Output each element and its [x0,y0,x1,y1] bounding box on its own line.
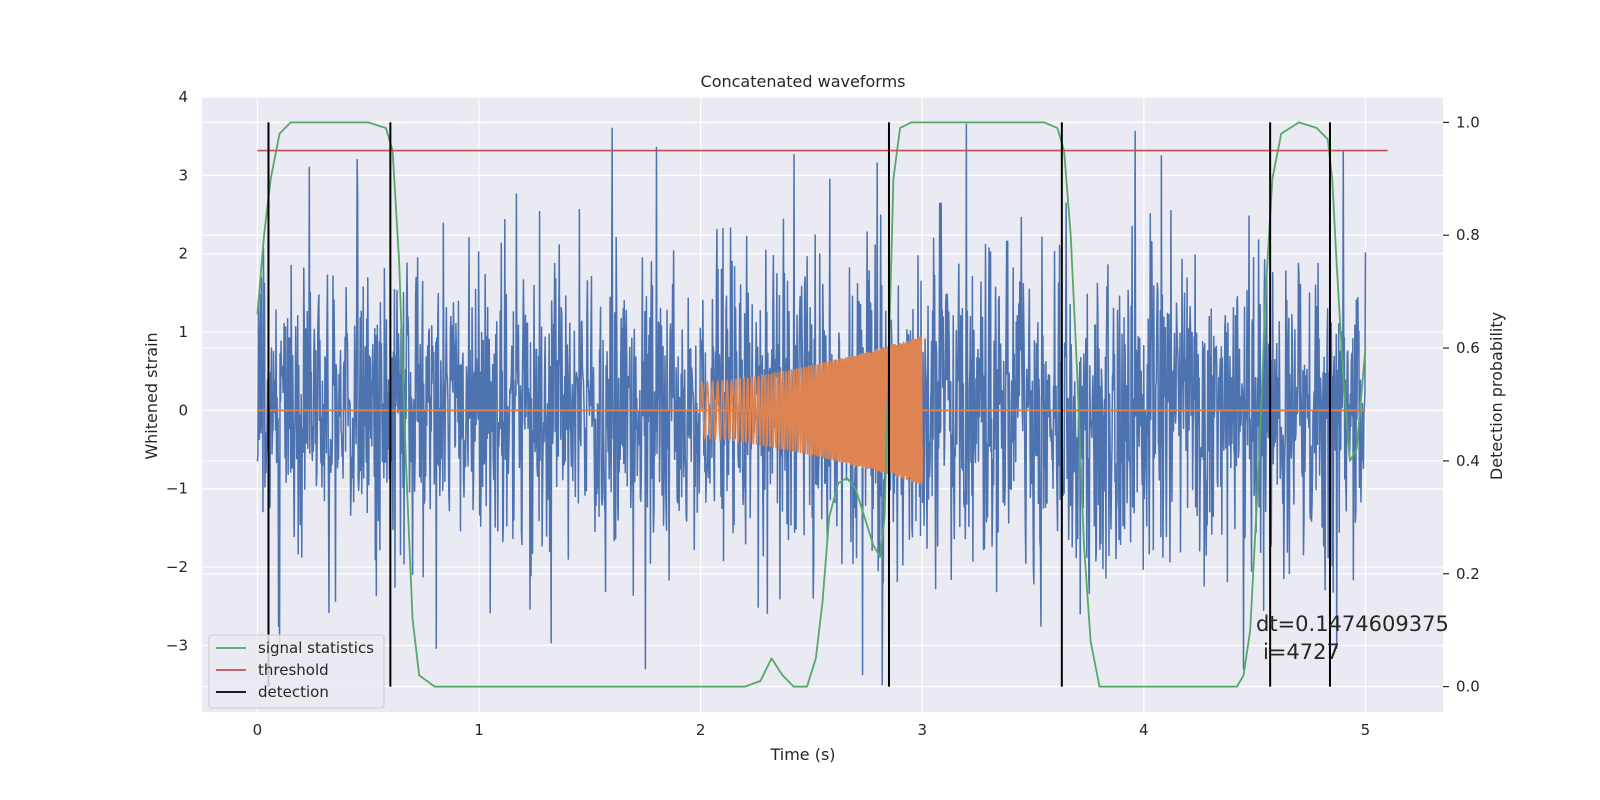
x-axis: 0 1 2 3 4 5 [253,721,1371,739]
y-tick-label: 3 [178,166,188,184]
annotation-dt: dt=0.1474609375 [1256,612,1449,636]
detection-series [267,122,1331,687]
y-axis-right-title: Detection probability [1487,312,1506,480]
legend-label-threshold: threshold [258,661,329,679]
x-axis-title: Time (s) [769,745,835,764]
x-tick-label: 5 [1361,721,1371,739]
legend-box [208,634,385,709]
x-tick-label: 3 [917,721,927,739]
y-tick-label: −3 [166,636,188,654]
signal-statistics-series [256,121,1367,688]
y-right-tick-label: 0.2 [1456,565,1480,583]
y-tick-label: −2 [166,558,188,576]
y-right-tick-label: 1.0 [1456,113,1480,131]
waveform-series [257,336,1366,485]
y-tick-label: −1 [166,480,188,498]
signal-statistics-line [256,121,1367,688]
y-right-tick-label: 0.6 [1456,339,1480,357]
y-right-tick-label: 0.8 [1456,226,1480,244]
y-right-tick-label: 0.4 [1456,452,1480,470]
x-tick-label: 2 [696,721,706,739]
legend-label-detection: detection [258,683,329,701]
legend-label-signal-statistics: signal statistics [258,639,374,657]
y-tick-label: 2 [178,245,188,263]
y-tick-label: 4 [178,88,188,106]
x-tick-label: 0 [253,721,263,739]
legend: signal statistics threshold detection [208,634,385,709]
y-axis-left: −3 −2 −1 0 1 2 3 4 [166,88,188,654]
y-tick-label: 1 [178,323,188,341]
y-axis-title: Whitened strain [142,332,161,459]
annotation-index: i=4727 [1263,640,1340,664]
waveform-line [699,336,924,485]
y-right-tick-label: 0.0 [1456,678,1480,696]
y-axis-right: 0.0 0.2 0.4 0.6 0.8 1.0 [1443,113,1480,696]
x-tick-label: 1 [474,721,484,739]
y-tick-label: 0 [178,401,188,419]
chart-title: Concatenated waveforms [701,72,906,91]
x-tick-label: 4 [1139,721,1149,739]
